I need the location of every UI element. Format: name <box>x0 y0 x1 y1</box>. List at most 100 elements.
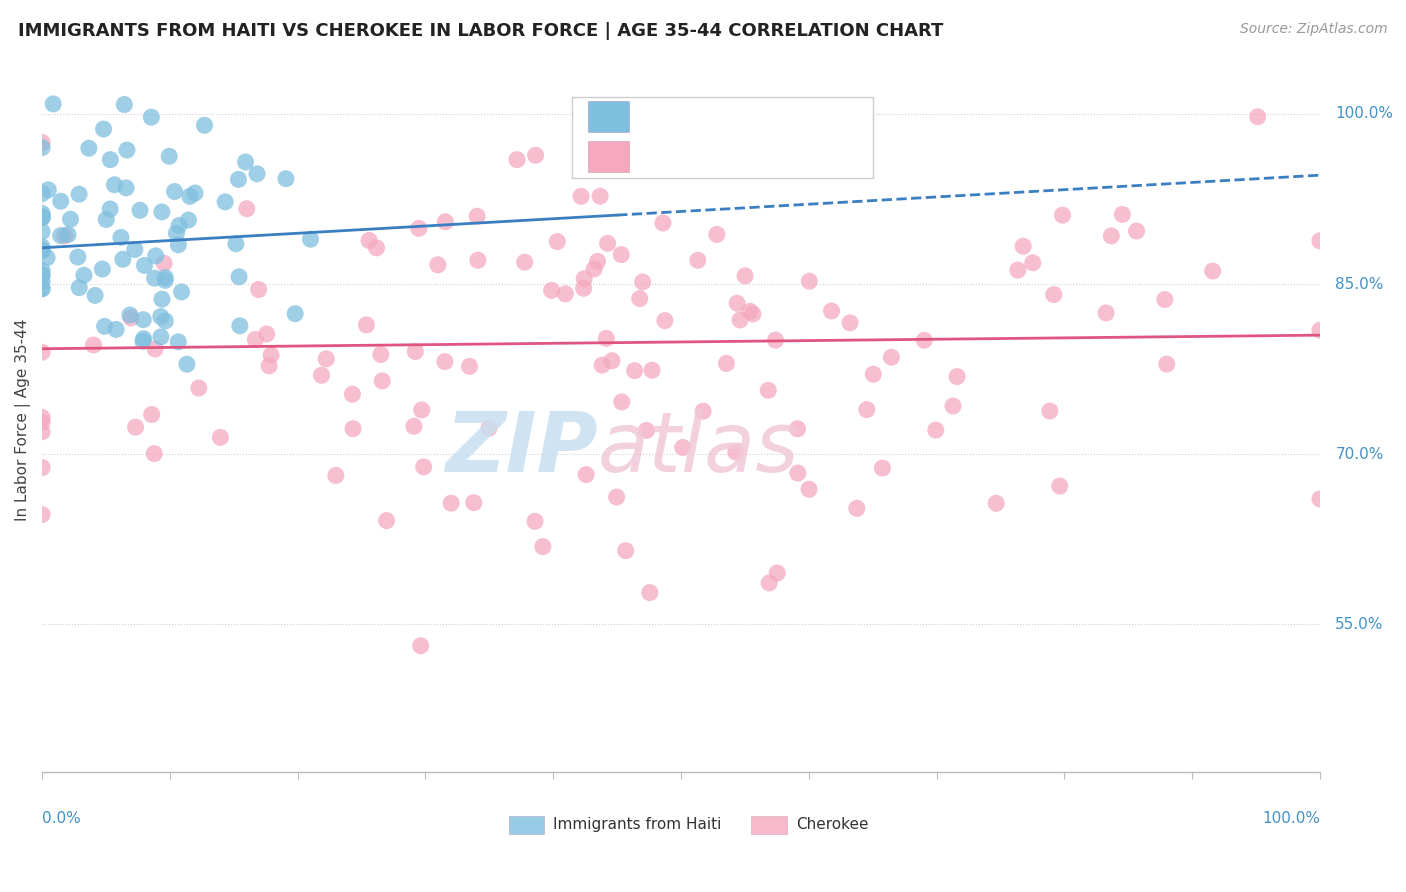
Point <box>155 270 177 285</box>
Point <box>98 153 121 167</box>
Point <box>246 167 269 181</box>
Point <box>342 422 364 436</box>
Point <box>524 514 547 528</box>
Point <box>31 263 53 277</box>
Point <box>31 225 53 239</box>
Point <box>569 189 592 203</box>
Point <box>366 241 388 255</box>
Point <box>440 496 463 510</box>
Text: 100.0%: 100.0% <box>1263 811 1320 826</box>
Point <box>124 420 146 434</box>
Point <box>638 585 661 599</box>
Point <box>1201 264 1223 278</box>
Point <box>31 186 53 201</box>
Point <box>786 466 808 480</box>
Point <box>132 332 155 346</box>
Point <box>725 296 748 310</box>
Point <box>31 345 53 359</box>
Point <box>31 243 53 257</box>
Point <box>1099 228 1122 243</box>
Point <box>686 253 709 268</box>
Point <box>716 356 738 370</box>
Point <box>42 97 65 112</box>
Text: R =: R = <box>644 151 681 169</box>
Point <box>176 357 198 371</box>
Point <box>96 212 118 227</box>
Point <box>150 292 173 306</box>
Point <box>153 256 176 270</box>
Point <box>31 460 53 475</box>
Point <box>1049 479 1071 493</box>
Point <box>880 350 903 364</box>
Point <box>149 310 172 324</box>
Point <box>986 496 1008 510</box>
Point <box>912 333 935 347</box>
Text: 129: 129 <box>814 151 849 169</box>
Point <box>31 211 53 225</box>
Point <box>724 445 747 459</box>
Point <box>342 387 364 401</box>
Point <box>586 254 609 268</box>
Point <box>235 155 257 169</box>
Point <box>1007 263 1029 277</box>
Point <box>467 253 489 268</box>
Point <box>53 228 76 243</box>
Point <box>98 202 121 216</box>
Point <box>1095 306 1118 320</box>
Point <box>797 482 820 496</box>
Point <box>1012 239 1035 253</box>
Point <box>728 313 751 327</box>
Point <box>260 348 283 362</box>
Point <box>1309 234 1331 248</box>
Point <box>651 216 673 230</box>
Point <box>187 381 209 395</box>
Point <box>628 292 651 306</box>
Point <box>692 404 714 418</box>
Point <box>596 236 619 251</box>
Text: Immigrants from Haiti: Immigrants from Haiti <box>553 817 721 832</box>
Point <box>118 308 141 322</box>
Point <box>583 261 606 276</box>
Point <box>209 430 232 444</box>
Point <box>1156 357 1178 371</box>
Text: IMMIGRANTS FROM HAITI VS CHEROKEE IN LABOR FORCE | AGE 35-44 CORRELATION CHART: IMMIGRANTS FROM HAITI VS CHEROKEE IN LAB… <box>18 22 943 40</box>
Point <box>591 358 613 372</box>
Point <box>862 368 884 382</box>
Point <box>115 143 138 157</box>
Point <box>1043 287 1066 301</box>
Point <box>1111 207 1133 221</box>
Point <box>636 424 658 438</box>
Point <box>141 408 163 422</box>
Point <box>765 333 787 347</box>
Point <box>247 283 270 297</box>
Point <box>31 268 53 283</box>
FancyBboxPatch shape <box>588 142 628 172</box>
Point <box>83 338 105 352</box>
Point <box>111 252 134 267</box>
Point <box>167 237 190 252</box>
Point <box>31 240 53 254</box>
Point <box>37 183 59 197</box>
Point <box>93 319 115 334</box>
Point <box>284 307 307 321</box>
Point <box>132 312 155 326</box>
Point <box>672 441 695 455</box>
Point <box>274 171 297 186</box>
Point <box>105 322 128 336</box>
Point <box>409 639 432 653</box>
Point <box>600 353 623 368</box>
Point <box>228 172 250 186</box>
Point <box>31 268 53 282</box>
Point <box>31 425 53 439</box>
Point <box>872 461 894 475</box>
Point <box>31 206 53 220</box>
Point <box>214 194 236 209</box>
Point <box>1022 256 1045 270</box>
Point <box>73 268 96 283</box>
Point <box>184 186 207 200</box>
Point <box>67 187 90 202</box>
Point <box>766 566 789 580</box>
Point <box>31 410 53 425</box>
Point <box>49 194 72 209</box>
Point <box>143 447 166 461</box>
